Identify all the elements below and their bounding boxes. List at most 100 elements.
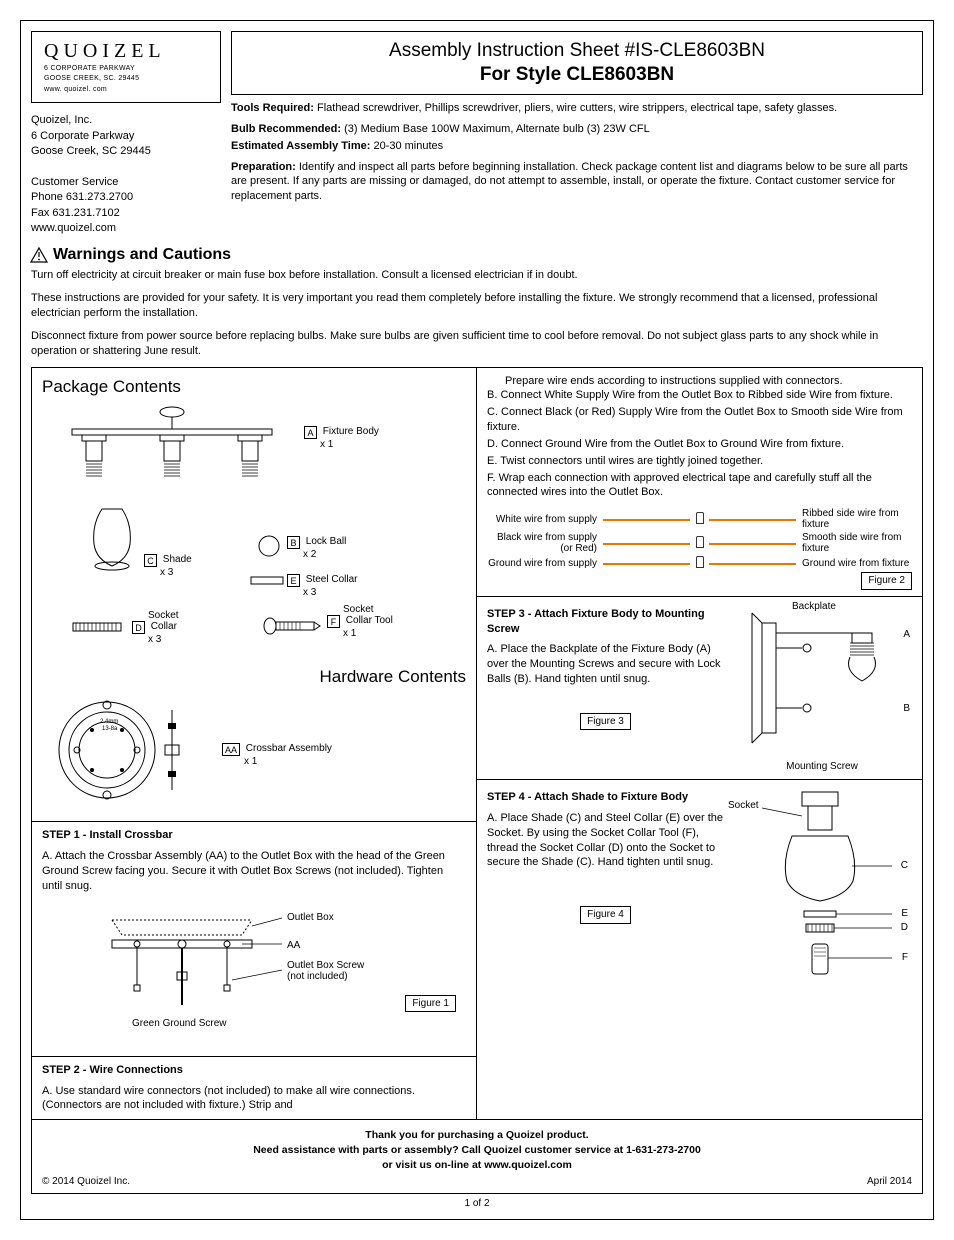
step3-block: STEP 3 - Attach Fixture Body to Mounting… xyxy=(487,603,912,773)
hw-aa-letter: AA xyxy=(222,743,240,756)
pkg-d-label-top: Socket xyxy=(148,610,179,621)
step3-title: STEP 3 - Attach Fixture Body to Mounting… xyxy=(487,607,724,637)
pkg-e-letter: E xyxy=(287,574,300,587)
content-box: Package Contents xyxy=(31,367,923,1195)
fig4-c: C xyxy=(901,860,908,871)
company-addr2: Goose Creek, SC 29445 xyxy=(31,144,221,159)
step2-d: D. Connect Ground Wire from the Outlet B… xyxy=(487,437,912,452)
package-contents-title: Package Contents xyxy=(42,376,466,399)
fig4-badge: Figure 4 xyxy=(487,906,724,924)
fig1-obs: Outlet Box Screw (not included) xyxy=(287,960,364,982)
lockball-icon xyxy=(257,534,281,558)
step3-text: STEP 3 - Attach Fixture Body to Mounting… xyxy=(487,603,724,773)
fig1-label: Figure 1 xyxy=(405,995,456,1013)
step2-sublist: B. Connect White Supply Wire from the Ou… xyxy=(487,388,912,500)
tools-label: Tools Required: xyxy=(231,102,314,114)
figure4: Socket C E D F xyxy=(732,786,912,991)
step4-title: STEP 4 - Attach Shade to Fixture Body xyxy=(487,790,724,805)
hw-aa: AA Crossbar Assembly x 1 xyxy=(222,743,332,767)
figure3: Backplate A B Mounting Screw xyxy=(732,603,912,773)
company-block: Quoizel, Inc. 6 Corporate Parkway Goose … xyxy=(31,113,221,236)
fig2-badge: Figure 2 xyxy=(487,572,912,590)
right-column: Prepare wire ends according to instructi… xyxy=(477,368,922,1120)
pkg-e: E Steel Collar x 3 xyxy=(287,574,357,598)
hw-aa-label: Crossbar Assembly xyxy=(246,743,332,754)
pkg-a-letter: A xyxy=(304,426,317,439)
step4-block: STEP 4 - Attach Shade to Fixture Body A.… xyxy=(487,786,912,991)
warn-p1: Turn off electricity at circuit breaker … xyxy=(31,268,923,283)
fig3-b: B xyxy=(903,703,910,714)
hw-aa-qty: x 1 xyxy=(244,756,257,767)
company-addr1: 6 Corporate Parkway xyxy=(31,129,221,144)
step2-f: F. Wrap each connection with approved el… xyxy=(487,471,912,501)
logo-box: QUOIZEL 6 CORPORATE PARKWAY GOOSE CREEK,… xyxy=(31,31,221,103)
footer-l1: Thank you for purchasing a Quoizel produ… xyxy=(365,1129,588,1141)
step2-title: STEP 2 - Wire Connections xyxy=(42,1063,466,1078)
pkg-f-label-top: Socket xyxy=(343,604,374,615)
hardware-diagram: 2.4mm 13-8a AA Crossbar Assembly x 1 xyxy=(42,695,466,815)
divider2 xyxy=(32,1056,476,1057)
time-text: 20-30 minutes xyxy=(370,140,443,152)
pkg-d-qty: x 3 xyxy=(148,634,161,645)
step2-e: E. Twist connectors until wires are tigh… xyxy=(487,454,912,469)
steelcollar-icon xyxy=(250,576,284,586)
figure2: White wire from supply Ribbed side wire … xyxy=(487,508,912,590)
w1l: White wire from supply xyxy=(487,514,597,525)
pkg-c-qty: x 3 xyxy=(160,567,173,578)
logo-brand: QUOIZEL xyxy=(44,40,208,63)
fig4-socket: Socket xyxy=(728,800,759,811)
logo-site: www. quoizel. com xyxy=(44,86,208,94)
fig1-ggs: Green Ground Screw xyxy=(132,1018,227,1029)
left-column: Package Contents xyxy=(32,368,477,1120)
step2-c: C. Connect Black (or Red) Supply Wire fr… xyxy=(487,405,912,435)
warnings-heading-text: Warnings and Cautions xyxy=(53,246,231,264)
figure4-svg xyxy=(732,786,912,986)
fig3-ms: Mounting Screw xyxy=(732,760,912,774)
fig3-label: Figure 3 xyxy=(580,713,631,731)
pkg-c-label: Shade xyxy=(163,554,192,565)
step3-a: A. Place the Backplate of the Fixture Bo… xyxy=(487,642,724,687)
pkg-c: C Shade x 3 xyxy=(144,554,192,578)
company-fax: Fax 631.231.7102 xyxy=(31,206,221,221)
w3l: Ground wire from supply xyxy=(487,558,597,569)
logo-company-col: QUOIZEL 6 CORPORATE PARKWAY GOOSE CREEK,… xyxy=(31,31,221,236)
fig1-obs2: (not included) xyxy=(287,971,348,982)
footer-row: © 2014 Quoizel Inc. April 2014 xyxy=(32,1176,922,1193)
figure3-svg xyxy=(732,603,912,753)
w3r: Ground wire from fixture xyxy=(802,558,912,569)
crossbar-assembly-icon: 2.4mm 13-8a xyxy=(52,695,212,805)
warnings-heading: Warnings and Cautions xyxy=(31,246,923,264)
footer-block: Thank you for purchasing a Quoizel produ… xyxy=(32,1120,922,1176)
divider3 xyxy=(477,596,922,597)
step2-b: B. Connect White Supply Wire from the Ou… xyxy=(487,388,912,403)
page-number: 1 of 2 xyxy=(31,1198,923,1209)
step1-title: STEP 1 - Install Crossbar xyxy=(42,828,466,843)
step4-a: A. Place Shade (C) and Steel Collar (E) … xyxy=(487,811,724,870)
step4-text: STEP 4 - Attach Shade to Fixture Body A.… xyxy=(487,786,724,991)
step2-a: A. Use standard wire connectors (not inc… xyxy=(42,1084,466,1114)
company-phone: Phone 631.273.2700 xyxy=(31,190,221,205)
pkg-b-label: Lock Ball xyxy=(306,536,347,547)
pkg-a: A Fixture Body x 1 xyxy=(304,426,379,450)
tools-row: Tools Required: Flathead screwdriver, Ph… xyxy=(231,101,923,116)
pkg-f-qty: x 1 xyxy=(343,628,356,639)
company-svc: Customer Service xyxy=(31,175,221,190)
w2r: Smooth side wire from fixture xyxy=(802,532,912,554)
footer-l3: or visit us on-line at www.quoizel.com xyxy=(382,1159,572,1171)
fig4-label: Figure 4 xyxy=(580,906,631,924)
pkg-a-qty: x 1 xyxy=(320,439,333,450)
pkg-c-letter: C xyxy=(144,554,157,567)
pkg-b-qty: x 2 xyxy=(303,549,316,560)
divider xyxy=(32,821,476,822)
company-url: www.quoizel.com xyxy=(31,221,221,236)
w1r: Ribbed side wire from fixture xyxy=(802,508,912,530)
fig3-badge: Figure 3 xyxy=(487,713,724,731)
fig4-f: F xyxy=(902,952,908,963)
company-name: Quoizel, Inc. xyxy=(31,113,221,128)
columns: Package Contents xyxy=(32,368,922,1120)
warning-triangle-icon xyxy=(31,248,47,262)
logo-addr1: 6 CORPORATE PARKWAY xyxy=(44,65,208,73)
collartool-icon xyxy=(262,616,322,636)
footer-copyright: © 2014 Quoizel Inc. xyxy=(42,1176,130,1187)
warn-p3: Disconnect fixture from power source bef… xyxy=(31,329,923,359)
